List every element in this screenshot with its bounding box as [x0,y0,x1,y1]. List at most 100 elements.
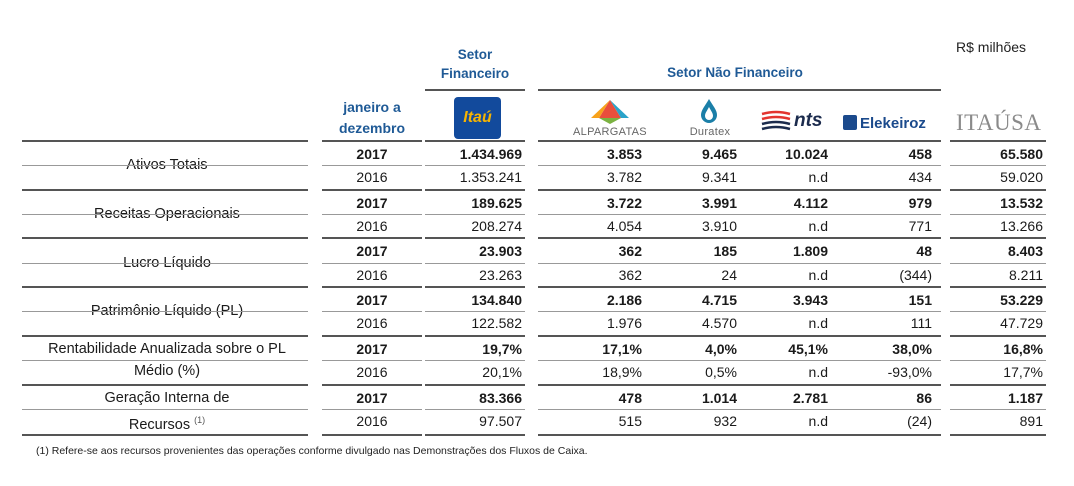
alpargatas-logo-text: ALPARGATAS [573,126,647,138]
table-row-rule [538,262,941,264]
table-group-rule [425,237,525,240]
table-group-rule [322,433,422,436]
sector-non-financial-rule [538,89,941,91]
row-label: Geração Interna de Recursos (1) [22,387,312,436]
table-row: 2017 1.434.969 3.853 9.465 10.024 458 65.580 [0,143,1074,166]
value-cell: 111 [910,315,932,332]
table-group-rule [950,140,1046,142]
table-row: 2017 83.366 478 1.014 2.781 86 1.187 [0,387,1074,410]
table-row: 2016 97.507 515 932 n.d (24) 891 [0,410,1074,433]
year-cell: 2017 [356,340,388,357]
value-cell: 134.840 [471,292,522,309]
nts-logo-text: nts [794,110,823,131]
year-cell: 2016 [356,364,388,380]
table-row-rule [322,360,422,361]
table-group-rule [950,433,1046,436]
table-group-rule [950,334,1046,337]
alpargatas-logo-icon [591,100,629,124]
footnote: (1) Refere-se aos recursos provenientes … [36,445,588,457]
itausa-logo-text: ITAÚSA [956,110,1042,135]
itau-logo-text: Itaú [463,109,492,126]
value-cell: 208.274 [471,217,522,234]
value-cell: 189.625 [471,194,522,211]
value-cell: 13.266 [1000,217,1043,234]
table-group-rule [538,334,941,337]
table-row-rule [322,213,422,215]
table-row-rule [322,262,422,264]
sector-financial-heading: Setor Financeiro [430,45,520,83]
value-cell: 3.943 [792,292,828,309]
value-cell: 47.729 [1000,315,1043,332]
table-group-rule [322,383,422,386]
table-row-rule [950,311,1046,313]
value-cell: 515 [618,412,642,429]
table-row: 2016 20,1% 18,9% 0,5% n.d -93,0% 17,7% [0,361,1074,384]
table-group-rule [322,286,422,289]
value-cell: 10.024 [785,146,828,162]
row-label-line-text: Recursos [128,416,191,433]
table-group-rule [538,383,941,386]
table-row-rule [950,360,1046,361]
table-row-rule [425,262,525,264]
year-cell: 2016 [356,169,388,186]
value-cell: 48 [916,243,932,260]
value-cell: 891 [1019,412,1043,429]
table-row: 2016 23.263 362 24 n.d (344) 8.211 [0,264,1074,287]
table-row-rule [950,408,1046,410]
table-group-rule [950,237,1046,240]
value-cell: 19,7% [482,340,522,357]
year-cell: 2016 [356,315,388,332]
value-cell: 458 [908,146,932,162]
period-line1: janeiro a [343,99,401,115]
sector-non-financial-heading: Setor Não Financeiro [667,65,803,80]
value-cell: 83.366 [479,389,522,406]
sector-financial-line1: Setor [457,47,493,62]
value-cell: 0,5% [705,364,737,380]
value-cell: 3.853 [606,146,642,162]
table-group-rule [22,433,308,436]
table-group-rule [22,237,308,240]
value-cell: 3.910 [701,217,737,234]
value-cell: 86 [916,389,932,406]
value-cell: 53.229 [1000,292,1043,309]
value-cell: 17,7% [1003,364,1043,380]
value-cell: 9.341 [701,169,737,186]
table-row-rule [425,311,525,313]
year-cell: 2017 [356,194,388,211]
value-cell: 185 [713,243,737,260]
table-group-rule [322,237,422,240]
year-cell: 2017 [356,146,388,162]
table-row: 2016 122.582 1.976 4.570 n.d 111 47.729 [0,312,1074,335]
value-cell: 4.570 [701,315,737,332]
value-cell: 1.809 [792,243,828,260]
table-group-rule [538,286,941,289]
value-cell: 362 [618,243,642,260]
year-cell: 2016 [356,217,388,234]
duratex-logo-icon [701,99,717,123]
value-cell: 8.211 [1009,266,1043,283]
value-cell: n.d [808,266,828,283]
value-cell: 1.014 [701,389,737,406]
table-row-rule [322,311,422,313]
value-cell: 8.403 [1007,243,1043,260]
value-cell: 9.465 [701,146,737,162]
table-row-rule [425,408,525,410]
table-group-rule [425,433,525,436]
row-label-line: Rentabilidade Anualizada sobre o PL [48,341,286,357]
table-group-rule [425,140,525,142]
table-row-rule [22,408,308,410]
value-cell: 20,1% [482,364,522,380]
table-row-rule [22,213,308,215]
table-row: 2017 189.625 3.722 3.991 4.112 979 13.532 [0,192,1074,215]
elekeiroz-logo-icon [843,115,857,130]
value-cell: 4.054 [606,217,642,234]
table-row-rule [538,408,941,410]
value-cell: n.d [808,364,828,380]
table-group-rule [950,286,1046,289]
value-cell: 3.722 [606,194,642,211]
table-row-rule [22,262,308,264]
value-cell: 434 [908,169,932,186]
table-row: 2017 23.903 362 185 1.809 48 8.403 [0,240,1074,263]
table-row-rule [538,360,941,361]
table-group-rule [425,188,525,191]
